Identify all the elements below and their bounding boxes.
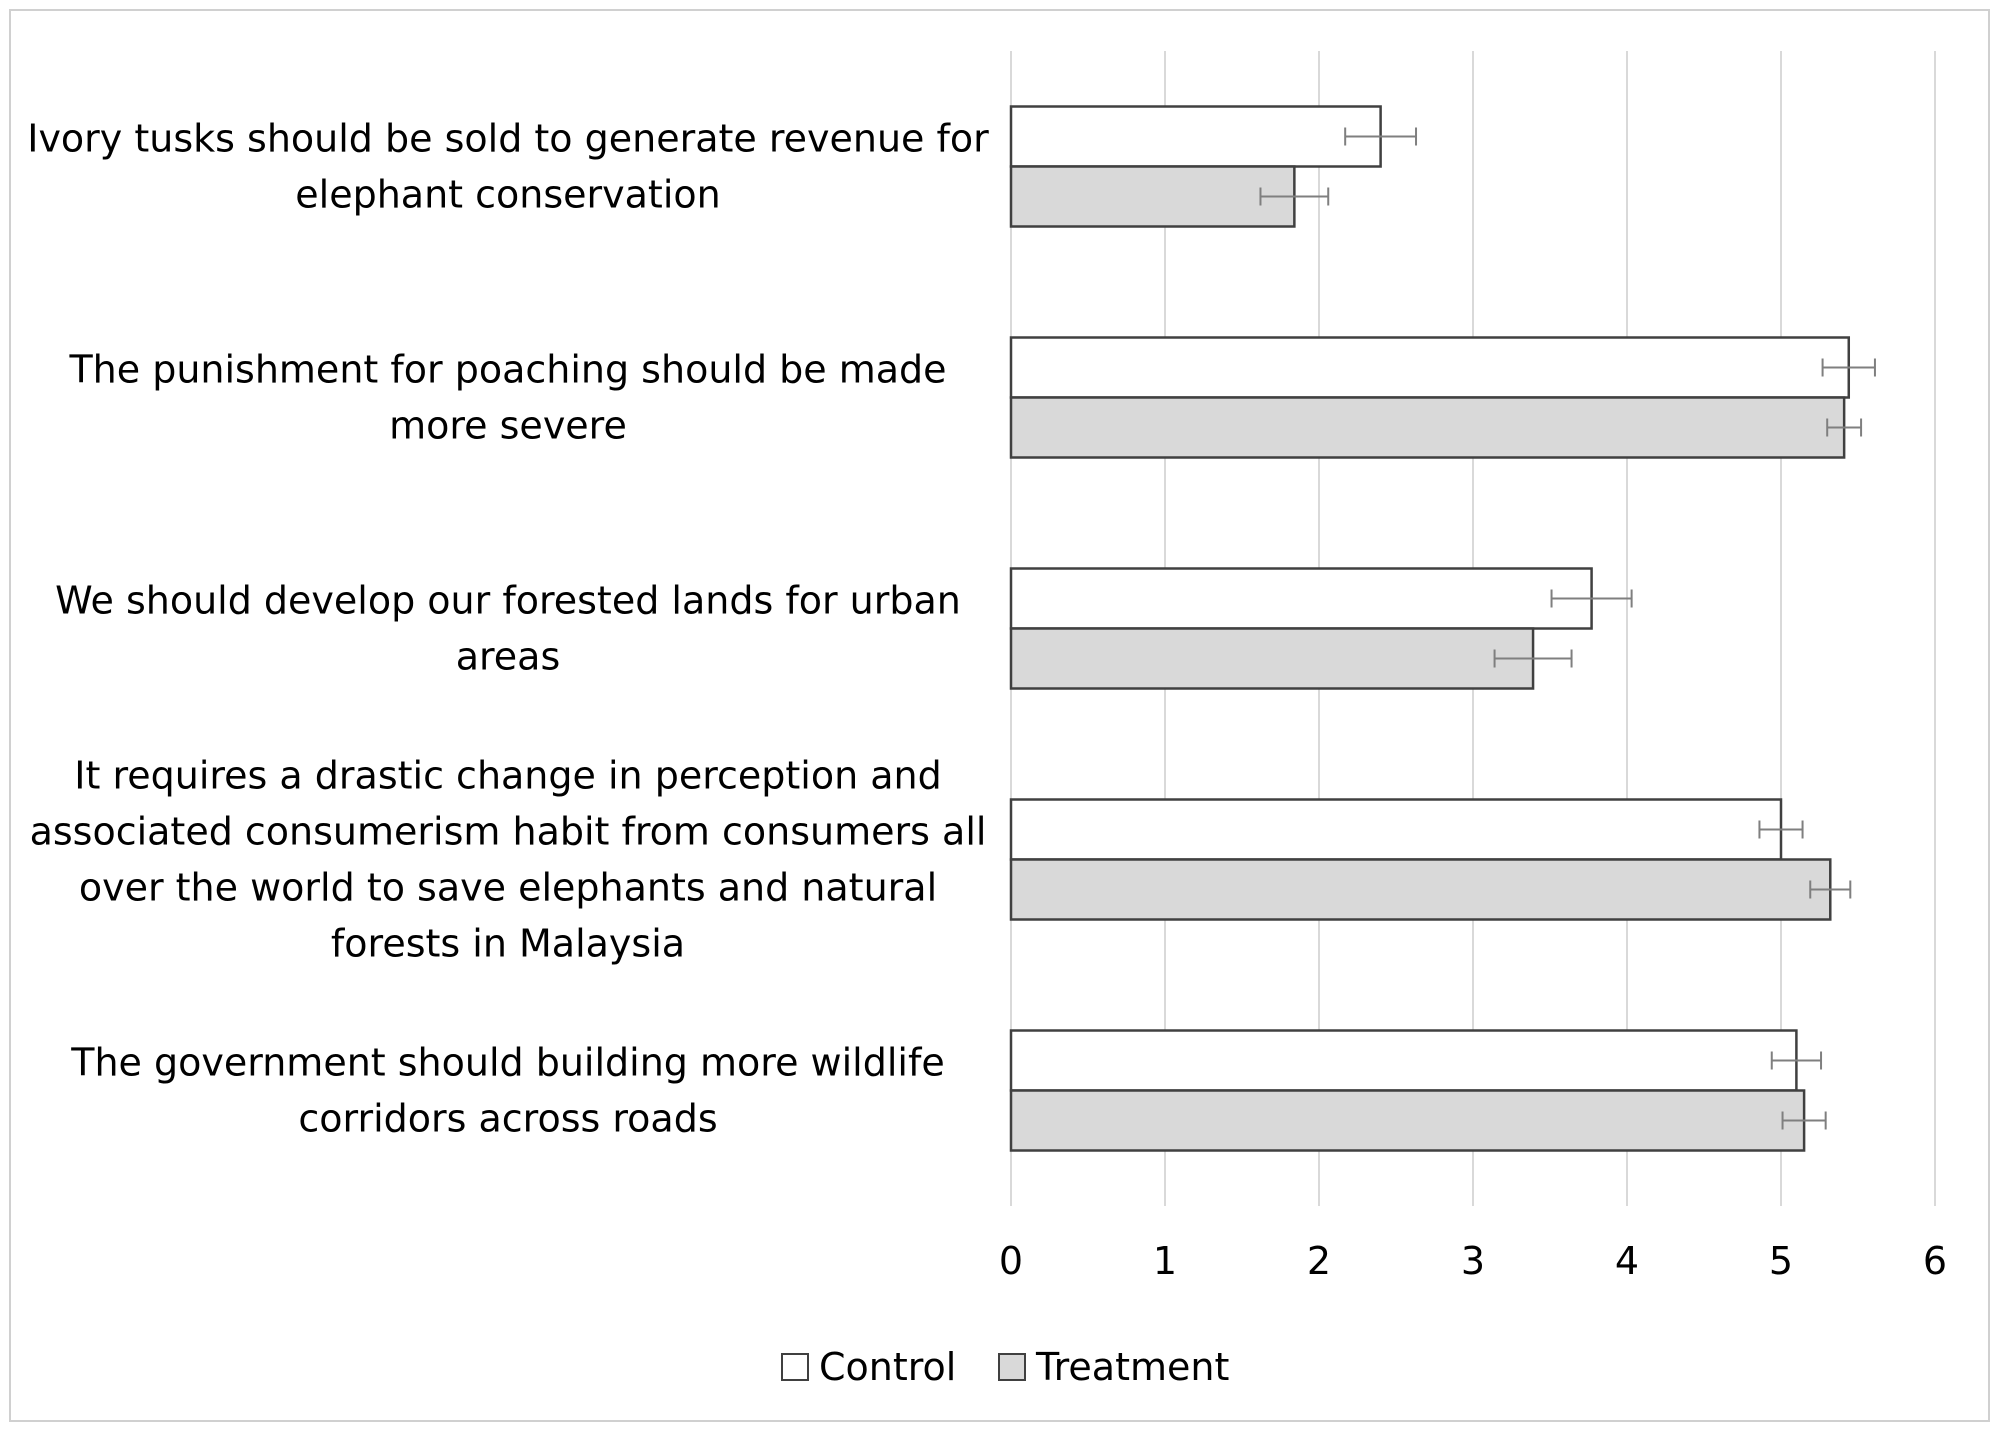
error-bar-treatment-0 bbox=[1259, 187, 1330, 206]
legend-swatch bbox=[781, 1353, 809, 1381]
x-tick-label: 3 bbox=[1461, 1239, 1485, 1283]
category-label-line: It requires a drastic change in percepti… bbox=[74, 754, 941, 798]
legend: Control Treatment bbox=[781, 1345, 1229, 1389]
bar-control-4 bbox=[1009, 1029, 1798, 1092]
legend-item-treatment: Treatment bbox=[998, 1345, 1229, 1389]
x-axis-ticks: 0 1 2 3 4 5 6 bbox=[999, 1239, 1947, 1283]
chart-frame: Ivory tusks should be sold to generate r… bbox=[9, 9, 1990, 1422]
category-label-line: The punishment for poaching should be ma… bbox=[68, 348, 946, 392]
legend-label: Treatment bbox=[1035, 1345, 1229, 1389]
bar-treatment-1 bbox=[1009, 396, 1846, 459]
bar-control-0 bbox=[1009, 105, 1382, 168]
category-label-1: The punishment for poaching should be ma… bbox=[68, 348, 946, 448]
error-bar-treatment-3 bbox=[1809, 880, 1852, 899]
error-bar-treatment-4 bbox=[1781, 1111, 1827, 1130]
x-tick-label: 4 bbox=[1615, 1239, 1639, 1283]
error-bar-control-1 bbox=[1821, 358, 1876, 377]
legend-swatch bbox=[998, 1353, 1026, 1381]
bar-treatment-4 bbox=[1009, 1089, 1806, 1152]
category-label-line: forests in Malaysia bbox=[331, 922, 685, 966]
error-bar-control-3 bbox=[1758, 820, 1804, 839]
bar-control-2 bbox=[1009, 567, 1593, 630]
error-bars bbox=[1259, 127, 1876, 1130]
category-label-3: It requires a drastic change in percepti… bbox=[30, 754, 987, 966]
category-label-line: Ivory tusks should be sold to generate r… bbox=[27, 117, 989, 161]
x-tick-label: 1 bbox=[1153, 1239, 1177, 1283]
category-label-0: Ivory tusks should be sold to generate r… bbox=[27, 117, 989, 217]
error-bar-control-0 bbox=[1344, 127, 1418, 146]
category-labels: Ivory tusks should be sold to generate r… bbox=[27, 117, 989, 1141]
category-label-line: over the world to save elephants and nat… bbox=[79, 866, 937, 910]
category-label-line: The government should building more wild… bbox=[70, 1041, 944, 1085]
bar-control-1 bbox=[1009, 336, 1851, 399]
bar-treatment-0 bbox=[1009, 165, 1296, 228]
x-tick-label: 0 bbox=[999, 1239, 1023, 1283]
x-tick-label: 6 bbox=[1923, 1239, 1947, 1283]
category-label-line: more severe bbox=[389, 404, 627, 448]
legend-item-control: Control bbox=[781, 1345, 956, 1389]
x-tick-label: 5 bbox=[1769, 1239, 1793, 1283]
category-label-line: associated consumerism habit from consum… bbox=[30, 810, 987, 854]
category-label-4: The government should building more wild… bbox=[70, 1041, 944, 1141]
error-bar-control-4 bbox=[1770, 1051, 1823, 1070]
bar-control-3 bbox=[1009, 798, 1783, 861]
error-bar-treatment-1 bbox=[1826, 418, 1863, 437]
category-label-line: elephant conservation bbox=[295, 173, 720, 217]
category-label-line: We should develop our forested lands for… bbox=[55, 579, 961, 623]
bar-chart: Ivory tusks should be sold to generate r… bbox=[27, 51, 1947, 1389]
error-bar-control-2 bbox=[1550, 589, 1633, 608]
bar-treatment-2 bbox=[1009, 627, 1535, 690]
error-bar-treatment-2 bbox=[1493, 649, 1573, 668]
bars bbox=[1009, 105, 1851, 1152]
category-label-2: We should develop our forested lands for… bbox=[55, 579, 961, 679]
category-label-line: areas bbox=[456, 635, 561, 679]
x-tick-label: 2 bbox=[1307, 1239, 1331, 1283]
bar-treatment-3 bbox=[1009, 858, 1832, 921]
legend-label: Control bbox=[819, 1345, 956, 1389]
category-label-line: corridors across roads bbox=[298, 1097, 717, 1141]
